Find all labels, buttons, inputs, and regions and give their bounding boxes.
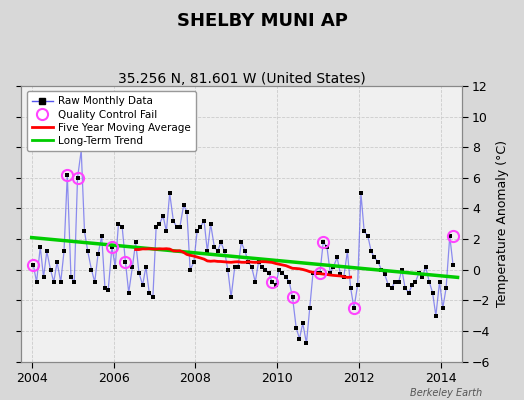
Text: Berkeley Earth: Berkeley Earth	[410, 388, 482, 398]
Y-axis label: Temperature Anomaly (°C): Temperature Anomaly (°C)	[496, 140, 509, 307]
Text: SHELBY MUNI AP: SHELBY MUNI AP	[177, 12, 347, 30]
Legend: Raw Monthly Data, Quality Control Fail, Five Year Moving Average, Long-Term Tren: Raw Monthly Data, Quality Control Fail, …	[27, 91, 196, 151]
Title: 35.256 N, 81.601 W (United States): 35.256 N, 81.601 W (United States)	[118, 72, 365, 86]
